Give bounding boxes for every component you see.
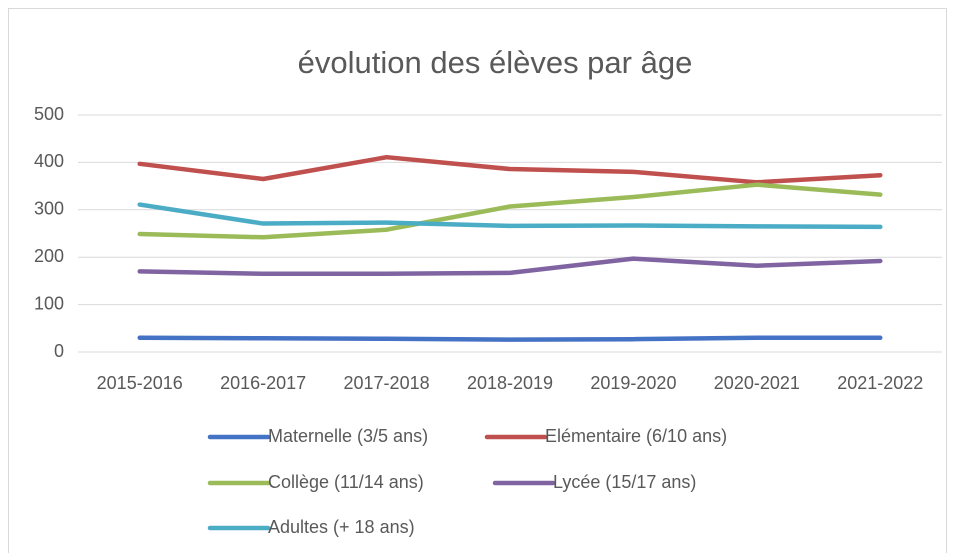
line-series bbox=[137, 202, 883, 230]
legend-label: Adultes (+ 18 ans) bbox=[268, 517, 415, 537]
y-tick-label: 100 bbox=[34, 293, 64, 313]
x-tick-label: 2015-2016 bbox=[97, 373, 183, 393]
x-tick-label: 2021-2022 bbox=[837, 373, 923, 393]
legend-label: Elémentaire (6/10 ans) bbox=[545, 426, 727, 446]
line-series bbox=[137, 335, 883, 342]
chart-title: évolution des élèves par âge bbox=[298, 45, 693, 80]
legend-label: Collège (11/14 ans) bbox=[268, 472, 424, 492]
line-series bbox=[137, 182, 883, 240]
x-tick-label: 2016-2017 bbox=[220, 373, 306, 393]
x-tick-label: 2018-2019 bbox=[467, 373, 553, 393]
y-tick-label: 400 bbox=[34, 151, 64, 171]
x-tick-label: 2019-2020 bbox=[590, 373, 676, 393]
y-tick-label: 0 bbox=[54, 341, 64, 361]
y-tick-label: 300 bbox=[34, 199, 64, 219]
x-tick-label: 2017-2018 bbox=[344, 373, 430, 393]
x-tick-label: 2020-2021 bbox=[714, 373, 800, 393]
y-tick-label: 500 bbox=[34, 104, 64, 124]
y-tick-label: 200 bbox=[34, 246, 64, 266]
line-series bbox=[137, 256, 883, 277]
legend-label: Lycée (15/17 ans) bbox=[553, 472, 696, 492]
legend-label: Maternelle (3/5 ans) bbox=[268, 426, 428, 446]
chart-frame bbox=[8, 8, 947, 553]
line-series bbox=[137, 154, 883, 185]
